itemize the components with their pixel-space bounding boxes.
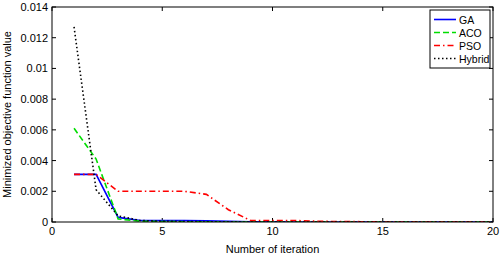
y-tick: [52, 37, 56, 38]
x-tick-top: [272, 7, 273, 11]
y-tick-right: [489, 99, 493, 100]
legend-label: GA: [459, 14, 474, 26]
legend-swatch: [434, 58, 456, 60]
y-tick-right: [489, 160, 493, 161]
legend-swatch: [434, 32, 456, 34]
y-tick: [52, 99, 56, 100]
y-tick-label: 0.006: [20, 124, 48, 136]
y-tick-label: 0.012: [20, 32, 48, 44]
series-line: [74, 174, 493, 222]
legend-label: PSO: [459, 40, 481, 52]
legend: GAACOPSOHybrid: [430, 10, 490, 68]
x-tick-label: 20: [487, 225, 499, 237]
plot-area: [52, 7, 493, 222]
y-tick: [52, 129, 56, 130]
series-line: [74, 174, 493, 222]
y-tick-label: 0.008: [20, 93, 48, 105]
y-tick-label: 0.014: [20, 1, 48, 13]
x-tick-label: 0: [49, 225, 55, 237]
y-tick: [52, 68, 56, 69]
y-tick-label: 0: [42, 216, 48, 228]
x-axis-label: Number of iteration: [226, 243, 320, 255]
chart: 0 5 10 15 20 0 0.002 0.004 0.006 0.008 0.01 0.012 0.…: [0, 0, 500, 258]
x-tick-label: 5: [159, 225, 165, 237]
y-tick: [52, 160, 56, 161]
y-tick-label: 0.004: [20, 155, 48, 167]
x-tick-top: [382, 7, 383, 11]
legend-label: ACO: [459, 27, 482, 39]
x-tick-label: 10: [266, 225, 278, 237]
y-axis-label: Minimized objective function value: [1, 31, 13, 198]
legend-label: Hybrid: [459, 53, 490, 65]
legend-box: [430, 10, 490, 68]
y-tick: [52, 191, 56, 192]
x-tick-label: 15: [377, 225, 389, 237]
y-tick-right: [489, 129, 493, 130]
y-tick-label: 0.002: [20, 185, 48, 197]
y-tick-label: 0.01: [27, 62, 48, 74]
x-tick-top: [162, 7, 163, 11]
plot-frame: [52, 7, 493, 222]
y-tick-right: [489, 191, 493, 192]
series-line: [74, 128, 493, 222]
legend-swatch: [434, 45, 456, 47]
legend-swatch: [434, 19, 456, 21]
